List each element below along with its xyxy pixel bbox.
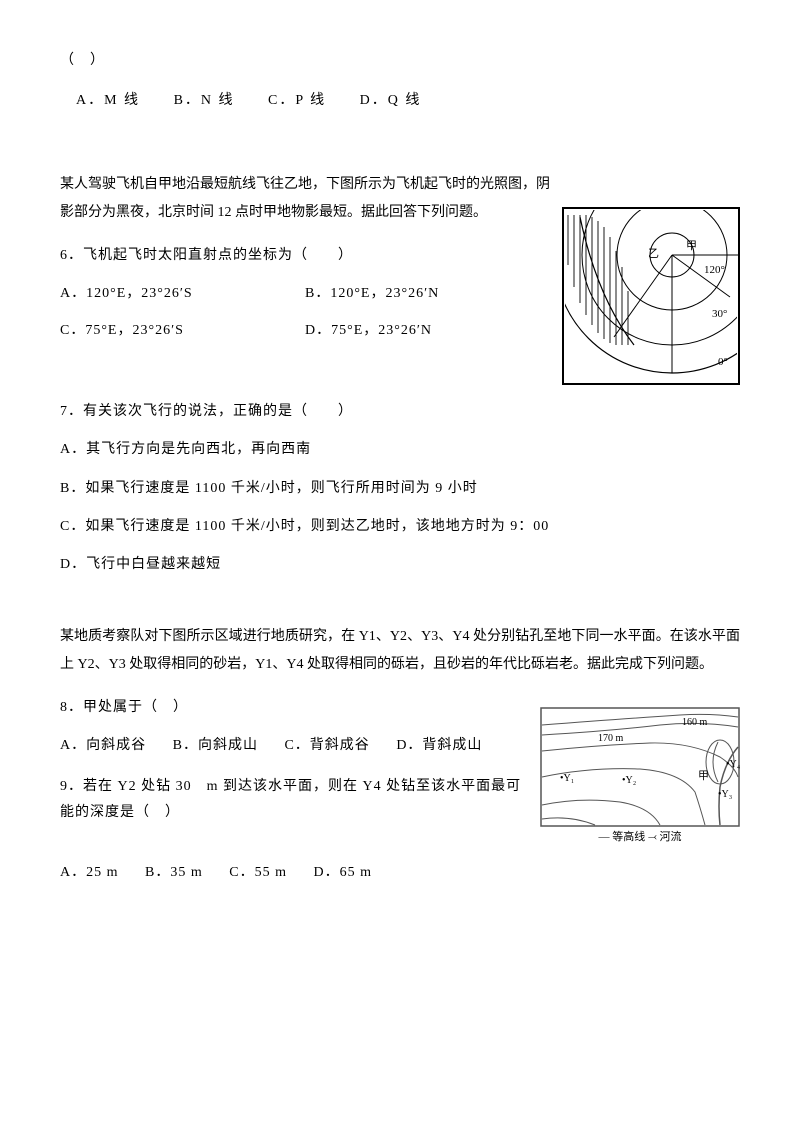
- q9-opt-d: D．65 m: [313, 865, 372, 880]
- q5-opt-b: B．N 线: [174, 93, 235, 108]
- q7-opt-a: A．其飞行方向是先向西北，再向西南: [60, 439, 740, 461]
- q7-opt-d: D．飞行中白昼越来越短: [60, 554, 740, 576]
- passage-2: 某地质考察队对下图所示区域进行地质研究，在 Y1、Y2、Y3、Y4 处分别钻孔至…: [60, 623, 740, 679]
- fig1-label-0: 0°: [718, 356, 728, 368]
- q8-opt-b: B．向斜成山: [173, 738, 258, 753]
- q7-opt-b: B．如果飞行速度是 1100 千米/小时，则飞行所用时间为 9 小时: [60, 478, 740, 500]
- fig2-c170: 170 m: [598, 733, 624, 744]
- fig2-jia: 甲: [698, 770, 709, 782]
- figure-globe: 乙 甲 120° 30° 0°: [562, 207, 740, 385]
- q9-opt-b: B．35 m: [145, 865, 203, 880]
- q9-stem: 9．若在 Y2 处钻 30 m 到达该水平面，则在 Y4 处钻至该水平面最可能的…: [60, 774, 528, 827]
- q5-options: A．M 线 B．N 线 C．P 线 D．Q 线: [60, 90, 740, 112]
- q6-stem: 6．飞机起飞时太阳直射点的坐标为（ ）: [60, 245, 550, 267]
- q8-stem: 8．甲处属于（ ）: [60, 697, 528, 719]
- fig2-y2: •Y₂: [622, 775, 636, 786]
- q7-stem: 7．有关该次飞行的说法，正确的是（ ）: [60, 401, 740, 423]
- fig1-label-yi: 乙: [648, 247, 659, 260]
- q8-opt-a: A．向斜成谷: [60, 738, 146, 753]
- fig2-y3: •Y₃: [718, 789, 732, 800]
- q7-opt-c: C．如果飞行速度是 1100 千米/小时，则到达乙地时，该地地方时为 9：00: [60, 516, 740, 538]
- fig1-label-120: 120°: [704, 264, 725, 276]
- fig1-label-30: 30°: [712, 308, 727, 320]
- q8-options: A．向斜成谷 B．向斜成山 C．背斜成谷 D．背斜成山: [60, 735, 528, 757]
- q5-blank: （ ）: [60, 50, 740, 72]
- fig2-c160: 160 m: [682, 717, 708, 728]
- q9-opt-a: A．25 m: [60, 865, 119, 880]
- q6-opt-b: B．120°E，23°26′N: [305, 283, 550, 305]
- q6-opt-a: A．120°E，23°26′S: [60, 283, 305, 305]
- fig2-y1: •Y₁: [560, 773, 574, 784]
- fig2-legend: — 等高线 ⤙ 河流: [540, 829, 740, 847]
- q9-options: A．25 m B．35 m C．55 m D．65 m: [60, 862, 740, 884]
- q8-opt-c: C．背斜成谷: [284, 738, 369, 753]
- q8-opt-d: D．背斜成山: [396, 738, 482, 753]
- fig2-y4: •Y₄: [726, 759, 740, 770]
- q5-opt-c: C．P 线: [268, 93, 326, 108]
- figure-contour: 170 m 160 m •Y₁ •Y₂ •Y₃ •Y₄ 甲 — 等高线 ⤙ 河流: [540, 707, 740, 847]
- q9-opt-c: C．55 m: [229, 865, 287, 880]
- fig1-label-jia: 甲: [686, 240, 697, 252]
- q5-opt-a: A．M 线: [76, 93, 140, 108]
- passage-1: 某人驾驶飞机自甲地沿最短航线飞往乙地，下图所示为飞机起飞时的光照图，阴影部分为黑…: [60, 171, 550, 227]
- q6-opt-c: C．75°E，23°26′S: [60, 320, 305, 342]
- q5-opt-d: D．Q 线: [360, 93, 422, 108]
- q6-opt-d: D．75°E，23°26′N: [305, 320, 550, 342]
